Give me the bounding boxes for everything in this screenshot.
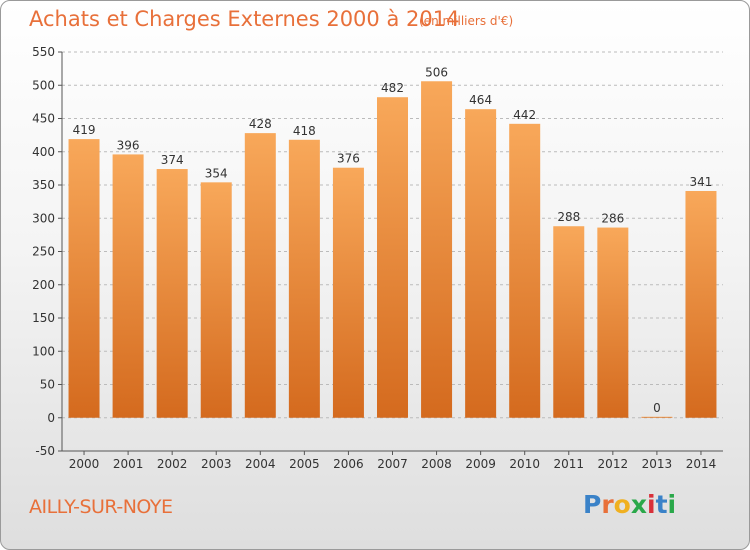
data-label: 288 — [557, 210, 580, 224]
data-label: 428 — [249, 117, 272, 131]
x-tick-label: 2010 — [509, 457, 540, 471]
proxiti-logo: Proxiti — [583, 490, 677, 519]
bar — [332, 167, 364, 418]
data-label: 396 — [117, 138, 140, 152]
bar — [465, 109, 497, 418]
data-label: 419 — [73, 123, 96, 137]
x-tick-label: 2000 — [69, 457, 100, 471]
x-tick-label: 2008 — [421, 457, 452, 471]
bar — [509, 123, 541, 418]
bar — [685, 190, 717, 418]
x-tick-label: 2013 — [642, 457, 673, 471]
y-tick-label: 450 — [32, 112, 55, 126]
y-tick-label: 350 — [32, 178, 55, 192]
y-tick-label: 300 — [32, 211, 55, 225]
data-label: 341 — [690, 175, 713, 189]
bar — [377, 97, 408, 418]
data-label: 0 — [653, 401, 661, 415]
bar — [112, 154, 144, 418]
y-tick-label: 400 — [32, 145, 55, 159]
x-tick-label: 2012 — [598, 457, 629, 471]
bar — [244, 133, 276, 418]
bar — [553, 226, 585, 418]
y-tick-label: 150 — [32, 311, 55, 325]
bar — [288, 139, 320, 418]
data-label: 354 — [205, 166, 228, 180]
x-tick-label: 2009 — [465, 457, 496, 471]
x-tick-label: 2011 — [553, 457, 584, 471]
data-label: 464 — [469, 93, 492, 107]
chart-unit: (en milliers d'€) — [419, 14, 514, 28]
y-tick-label: 550 — [32, 45, 55, 59]
y-tick-label: 500 — [32, 78, 55, 92]
bar — [421, 81, 453, 418]
x-tick-label: 2002 — [157, 457, 188, 471]
bar — [68, 139, 100, 418]
y-tick-label: 50 — [40, 378, 55, 392]
x-tick-label: 2001 — [113, 457, 144, 471]
chart-title: Achats et Charges Externes 2000 à 2014 — [29, 7, 460, 31]
y-tick-label: 250 — [32, 245, 55, 259]
data-label: 418 — [293, 124, 316, 138]
bar — [641, 416, 673, 418]
x-tick-label: 2003 — [201, 457, 232, 471]
x-tick-label: 2005 — [289, 457, 320, 471]
x-tick-label: 2006 — [333, 457, 364, 471]
data-label: 286 — [601, 212, 624, 226]
bar — [156, 169, 188, 418]
y-tick-label: 0 — [47, 411, 55, 425]
x-tick-label: 2004 — [245, 457, 276, 471]
y-tick-label: 100 — [32, 344, 55, 358]
data-label: 506 — [425, 65, 448, 79]
y-tick-label: -50 — [35, 444, 55, 458]
x-tick-label: 2007 — [377, 457, 408, 471]
y-tick-label: 200 — [32, 278, 55, 292]
data-label: 442 — [513, 108, 536, 122]
commune-name: AILLY-SUR-NOYE — [29, 496, 173, 518]
bar — [200, 182, 232, 418]
data-label: 482 — [381, 81, 404, 95]
data-label: 376 — [337, 152, 360, 166]
x-tick-label: 2014 — [686, 457, 717, 471]
bar — [597, 227, 629, 418]
data-label: 374 — [161, 153, 184, 167]
